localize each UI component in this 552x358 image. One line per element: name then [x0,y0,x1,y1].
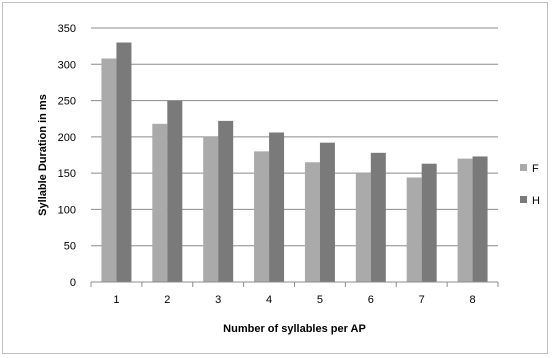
y-tick-labels: 0 50 100 150 200 250 300 350 [58,23,76,289]
legend-swatch-F [520,164,527,171]
bar-H-6 [370,152,386,282]
x-tick-label: 7 [419,294,425,306]
y-axis-title: Syllable Duration in ms [37,94,49,216]
y-tick-label: 100 [58,204,76,216]
x-tick-label: 8 [470,294,476,306]
bar-H-3 [218,120,234,283]
bar-F-3 [203,136,219,282]
x-tick-label: 4 [266,294,272,306]
bar-H-1 [116,42,132,283]
x-tick-label: 2 [164,294,170,306]
legend-label-H: H [532,195,540,207]
bar-F-7 [406,177,422,282]
bar-F-4 [254,151,270,282]
bar-F-1 [101,58,117,283]
x-axis-title: Number of syllables per AP [223,323,366,335]
legend-label-F: F [532,163,539,175]
bar-F-8 [457,158,473,282]
x-tick-label: 1 [113,294,119,306]
bar-H-7 [421,163,437,282]
y-tick-label: 250 [58,96,76,108]
bars [101,42,488,283]
bar-F-5 [304,162,320,282]
bar-H-2 [167,100,183,282]
y-tick-label: 200 [58,132,76,144]
x-tick-label: 6 [368,294,374,306]
bar-F-2 [152,123,168,283]
gridlines [91,27,498,247]
y-tick-label: 350 [58,23,76,35]
x-tick-label: 5 [317,294,323,306]
y-tick-label: 150 [58,168,76,180]
bar-H-5 [319,142,335,282]
bar-H-8 [472,156,488,282]
legend: FH [520,163,540,207]
y-tick-label: 300 [58,59,76,71]
bar-H-4 [269,132,285,282]
x-tick-label: 3 [215,294,221,306]
x-tick-labels: 1 2 3 4 5 6 7 8 [90,282,499,306]
bar-F-6 [355,173,371,282]
y-tick-label: 0 [70,277,76,289]
legend-swatch-H [520,196,527,203]
y-tick-label: 50 [64,241,76,253]
